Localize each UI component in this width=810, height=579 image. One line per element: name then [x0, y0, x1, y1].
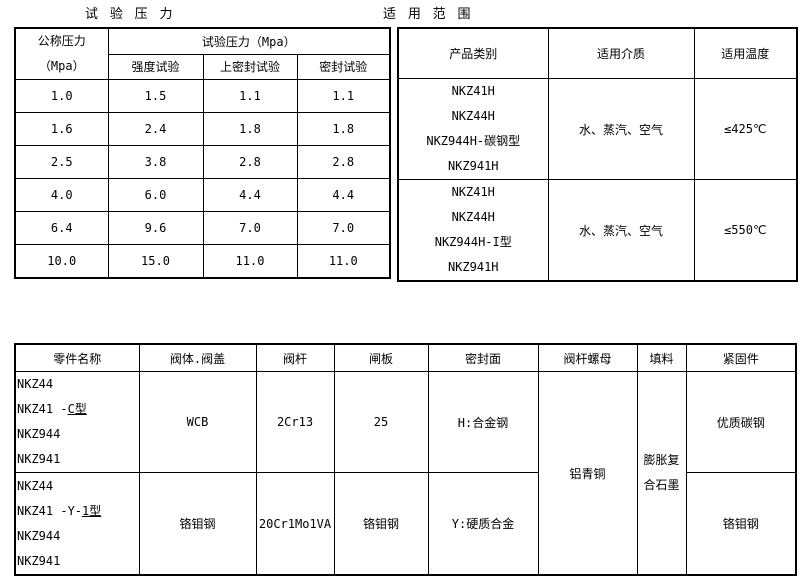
gate-cell: 铬钼钢	[333, 472, 429, 576]
pressure-row: 1.0 1.5 1.1 1.1	[14, 79, 391, 113]
stem-nut-header: 阀杆螺母	[537, 343, 638, 372]
stem-cell: 20Cr1Mo1VA	[255, 472, 335, 576]
applicable-temperature-header: 适用温度	[693, 27, 798, 79]
product-name: NKZ941H	[447, 159, 499, 173]
cell: 1.5	[107, 79, 204, 113]
stem-cell: 2Cr13	[255, 371, 335, 473]
product-name: NKZ944H-I型	[434, 235, 512, 249]
application-row: NKZ41H NKZ44H NKZ944H-碳钢型 NKZ941H 水、蒸汽、空…	[397, 78, 798, 180]
body-bonnet-cell: 铬钼钢	[138, 472, 257, 576]
seal-face-cell: H:合金钢	[427, 371, 539, 473]
part-name-underlined: 1型	[82, 503, 102, 518]
product-list: NKZ41H NKZ44H NKZ944H-碳钢型 NKZ941H	[397, 78, 549, 180]
application-row: NKZ41H NKZ44H NKZ944H-I型 NKZ941H 水、蒸汽、空气…	[397, 179, 798, 282]
cell: 4.4	[296, 178, 391, 212]
application-table: 产品类别 适用介质 适用温度 NKZ41H NKZ44H NKZ944H-碳钢型…	[397, 27, 798, 282]
part-name-prefix: NKZ41 -	[17, 402, 68, 416]
application-table-title: 适 用 范 围	[383, 7, 473, 22]
product-list: NKZ41H NKZ44H NKZ944H-I型 NKZ941H	[397, 179, 549, 282]
part-name: NKZ44	[17, 478, 54, 493]
pressure-row: 6.4 9.6 7.0 7.0	[14, 211, 391, 245]
seal-face-header: 密封面	[427, 343, 539, 372]
part-name-list: NKZ44 NKZ41 -C型 NKZ944 NKZ941	[14, 371, 140, 473]
cell: 2.4	[107, 112, 204, 146]
product-category-header: 产品类别	[397, 27, 549, 79]
product-name: NKZ944H-碳钢型	[426, 134, 521, 148]
cell: 9.6	[107, 211, 204, 245]
cell: 1.1	[202, 79, 298, 113]
cell: 6.4	[14, 211, 109, 245]
cell: 11.0	[202, 244, 298, 279]
body-bonnet-header: 阀体.阀盖	[138, 343, 257, 372]
strength-test-header: 强度试验	[107, 53, 204, 80]
temperature-cell: ≤425℃	[693, 78, 798, 180]
cell: 2.8	[202, 145, 298, 179]
pressure-table: 公称压力 （Mpa） 试验压力（Mpa） 强度试验 上密封试验 密封试验 1.0…	[14, 27, 392, 279]
part-name-prefix: NKZ41 -Y-	[17, 503, 83, 518]
pressure-row: 2.5 3.8 2.8 2.8	[14, 145, 391, 179]
upper-seal-test-header: 上密封试验	[202, 53, 298, 80]
material-table: 零件名称 阀体.阀盖 阀杆 闸板 密封面 阀杆螺母 填料 紧固件 NKZ44 N…	[14, 343, 797, 576]
product-name: NKZ44H	[451, 109, 495, 123]
part-name-underlined: C型	[67, 402, 87, 416]
cell: 7.0	[202, 211, 298, 245]
cell: 10.0	[14, 244, 109, 279]
cell: 1.6	[14, 112, 109, 146]
fastener-header: 紧固件	[685, 343, 797, 372]
pressure-table-title: 试 验 压 力	[85, 7, 175, 22]
product-name: NKZ44H	[451, 210, 495, 224]
cell: 4.4	[202, 178, 298, 212]
gate-header: 闸板	[333, 343, 429, 372]
pressure-row: 10.0 15.0 11.0 11.0	[14, 244, 391, 279]
nominal-pressure-header: 公称压力 （Mpa）	[14, 27, 109, 80]
part-name-list: NKZ44 NKZ41 -Y-1型 NKZ944 NKZ941	[14, 472, 140, 576]
pressure-row: 1.6 2.4 1.8 1.8	[14, 112, 391, 146]
test-pressure-group-header: 试验压力（Mpa）	[107, 27, 391, 55]
nominal-pressure-header-line2: （Mpa）	[38, 59, 85, 73]
cell: 1.0	[14, 79, 109, 113]
stem-nut-cell: 铝青铜	[537, 371, 638, 576]
part-name: NKZ44	[17, 377, 54, 391]
temperature-cell: ≤550℃	[693, 179, 798, 282]
cell: 15.0	[107, 244, 204, 279]
material-row: NKZ44 NKZ41 -C型 NKZ944 NKZ941 WCB 2Cr13 …	[14, 371, 797, 576]
cell: 4.0	[14, 178, 109, 212]
cell: 6.0	[107, 178, 204, 212]
part-name-header: 零件名称	[14, 343, 140, 372]
product-name: NKZ41H	[451, 185, 495, 199]
fastener-cell: 优质碳钢	[685, 371, 797, 473]
cell: 2.5	[14, 145, 109, 179]
part-name: NKZ41 -Y-1型	[17, 499, 138, 524]
applicable-medium-header: 适用介质	[547, 27, 695, 79]
product-name: NKZ41H	[451, 84, 495, 98]
part-name: NKZ41 -C型	[17, 397, 138, 422]
medium-cell: 水、蒸汽、空气	[547, 78, 695, 180]
part-name: NKZ941	[17, 452, 61, 466]
cell: 3.8	[107, 145, 204, 179]
body-bonnet-cell: WCB	[138, 371, 257, 473]
material-row: NKZ44 NKZ41 -Y-1型 NKZ944 NKZ941 铬钼钢 20Cr…	[14, 472, 797, 576]
gate-cell: 25	[333, 371, 429, 473]
cell: 1.1	[296, 79, 391, 113]
stem-header: 阀杆	[255, 343, 335, 372]
pressure-row: 4.0 6.0 4.4 4.4	[14, 178, 391, 212]
product-name: NKZ941H	[447, 260, 499, 274]
cell: 2.8	[296, 145, 391, 179]
nominal-pressure-header-line1: 公称压力	[37, 34, 86, 48]
cell: 7.0	[296, 211, 391, 245]
packing-header: 填料	[636, 343, 687, 372]
cell: 1.8	[296, 112, 391, 146]
cell: 1.8	[202, 112, 298, 146]
packing-cell: 膨胀复合石墨	[636, 371, 687, 576]
part-name: NKZ941	[17, 553, 61, 568]
part-name: NKZ944	[17, 427, 61, 441]
part-name: NKZ944	[17, 528, 61, 543]
fastener-cell: 铬钼钢	[685, 472, 797, 576]
medium-cell: 水、蒸汽、空气	[547, 179, 695, 282]
cell: 11.0	[296, 244, 391, 279]
seal-face-cell: Y:硬质合金	[427, 472, 539, 576]
seal-test-header: 密封试验	[296, 53, 391, 80]
